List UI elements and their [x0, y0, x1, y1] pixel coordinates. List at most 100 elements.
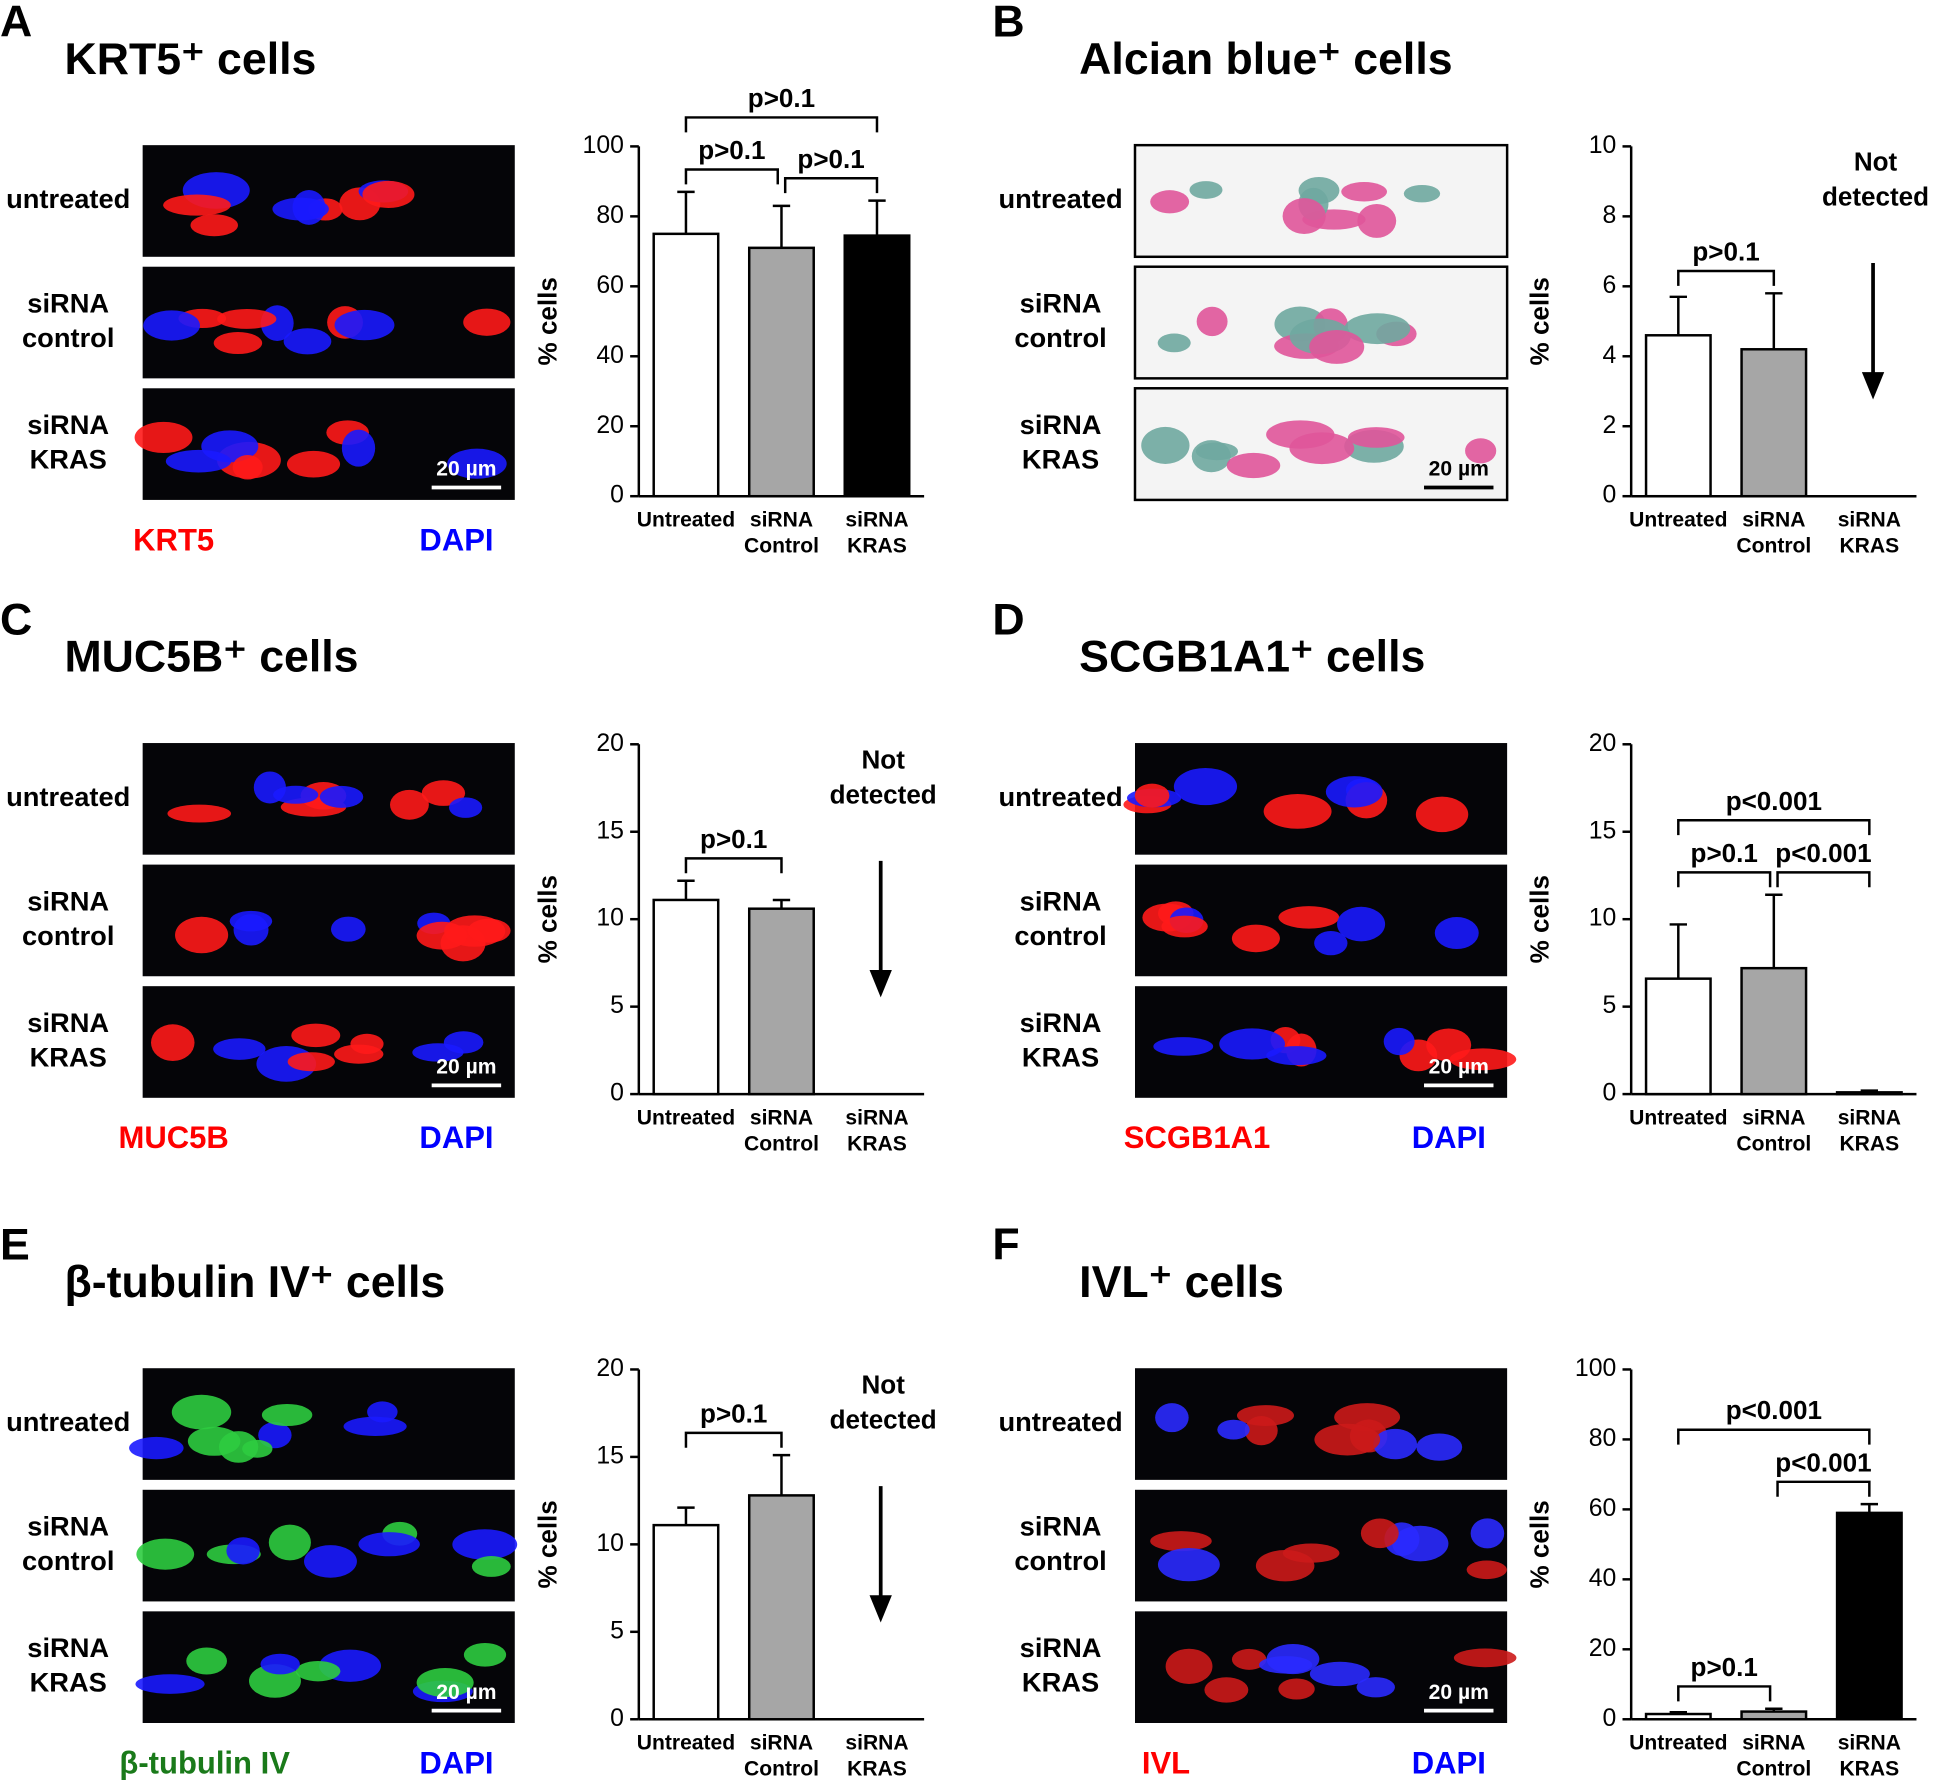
row-label: control	[22, 1545, 114, 1576]
cell	[1356, 1677, 1395, 1698]
y-tick-label: 0	[1602, 1705, 1616, 1732]
x-tick-label: KRAS	[847, 535, 907, 558]
cell	[304, 1545, 357, 1578]
bar	[652, 1523, 720, 1721]
row-label: KRAS	[30, 444, 107, 475]
bar	[1835, 1511, 1903, 1721]
y-tick-label: 10	[596, 905, 624, 932]
cell	[358, 1532, 420, 1557]
row-label: KRAS	[1022, 1667, 1099, 1698]
cell	[165, 449, 232, 473]
cell	[1344, 313, 1411, 345]
cell	[167, 804, 232, 823]
x-tick-label: siRNA	[845, 509, 908, 532]
p-value: p<0.001	[1726, 1395, 1822, 1425]
cell	[291, 1023, 341, 1048]
significance-bracket	[684, 168, 779, 185]
x-tick-label: siRNA	[1838, 1106, 1901, 1129]
cell	[163, 194, 231, 216]
y-axis-label: % cells	[1525, 1500, 1555, 1588]
cell	[213, 332, 263, 355]
bar	[1740, 966, 1808, 1096]
cell	[467, 918, 511, 943]
cell	[1191, 440, 1231, 473]
panel-title: MUC5B⁺ cells	[65, 633, 359, 682]
cell	[1226, 452, 1281, 479]
cell	[1231, 924, 1280, 953]
error-bar	[1765, 292, 1783, 350]
y-tick-label: 10	[1589, 905, 1617, 932]
significance-bracket	[684, 116, 879, 133]
row-label: control	[1014, 322, 1106, 353]
y-tick-label: 15	[1589, 817, 1617, 844]
x-tick-label: siRNA	[750, 1732, 813, 1755]
panel: A KRT5⁺ cells untreated siRNA control siRNA KR…	[0, 0, 925, 558]
panel-title: IVL⁺ cells	[1079, 1258, 1284, 1307]
cell	[136, 1538, 195, 1570]
stain-label: DAPI	[1412, 1745, 1486, 1780]
micrograph	[1134, 1368, 1508, 1480]
stain-label: SCGB1A1	[1124, 1120, 1270, 1155]
cell	[421, 780, 466, 806]
row-label: untreated	[998, 183, 1122, 214]
x-tick-label: KRAS	[1839, 1133, 1899, 1156]
cell	[412, 1043, 464, 1062]
panel-letter: A	[0, 0, 32, 47]
cell	[1266, 1643, 1320, 1675]
cell	[334, 309, 395, 341]
cell	[1470, 1518, 1505, 1549]
cell	[416, 921, 468, 950]
row-label: siRNA	[27, 1510, 109, 1541]
p-value: p>0.1	[1691, 1652, 1758, 1682]
y-tick-label: 20	[596, 412, 624, 439]
cell	[150, 1024, 195, 1062]
y-tick-label: 80	[1589, 1425, 1617, 1452]
cell	[1157, 1548, 1220, 1582]
cell	[1434, 917, 1479, 950]
y-tick-label: 60	[1589, 1495, 1617, 1522]
cell	[1373, 1428, 1418, 1460]
error-bar	[677, 190, 695, 234]
stain-label: DAPI	[1412, 1120, 1486, 1155]
panel-letter: E	[0, 1221, 30, 1270]
row-label: KRAS	[1022, 1042, 1099, 1073]
x-tick-label: siRNA	[845, 1106, 908, 1129]
cell	[1453, 1648, 1517, 1668]
cell	[1173, 768, 1238, 806]
significance-bracket	[1677, 819, 1871, 836]
row-label: siRNA	[27, 287, 109, 318]
y-tick-label: 10	[596, 1530, 624, 1557]
row-label: control	[1014, 920, 1106, 951]
x-tick-label: KRAS	[847, 1133, 907, 1156]
significance-bracket	[1677, 871, 1772, 888]
cell	[129, 1436, 184, 1460]
bar	[1644, 977, 1712, 1096]
cell	[1325, 776, 1383, 808]
cell	[1196, 306, 1228, 337]
y-tick-label: 5	[610, 1617, 624, 1644]
cell	[226, 1537, 260, 1565]
x-tick-label: Control	[744, 1758, 819, 1781]
cell	[1204, 1677, 1249, 1703]
cell	[1165, 1648, 1213, 1684]
row-label: siRNA	[1020, 1510, 1102, 1541]
cell	[416, 1667, 474, 1698]
row-label: siRNA	[27, 1632, 109, 1663]
row-label: siRNA	[27, 1007, 109, 1038]
x-tick-label: Untreated	[637, 1106, 735, 1129]
y-tick-label: 4	[1602, 342, 1616, 369]
panel-title: β-tubulin IV⁺ cells	[65, 1258, 446, 1307]
row-label: siRNA	[1020, 287, 1102, 318]
cell	[449, 797, 483, 818]
row-label: KRAS	[30, 1042, 107, 1073]
panel-letter: F	[992, 1221, 1019, 1270]
cell	[1416, 1433, 1463, 1461]
p-value: p>0.1	[1691, 838, 1758, 868]
y-tick-label: 60	[596, 272, 624, 299]
y-tick-label: 40	[1589, 1565, 1617, 1592]
row-label: untreated	[998, 781, 1122, 812]
p-value: p>0.1	[797, 144, 864, 174]
cell	[1341, 182, 1388, 202]
cell	[242, 1439, 273, 1458]
significance-bracket	[783, 177, 879, 194]
